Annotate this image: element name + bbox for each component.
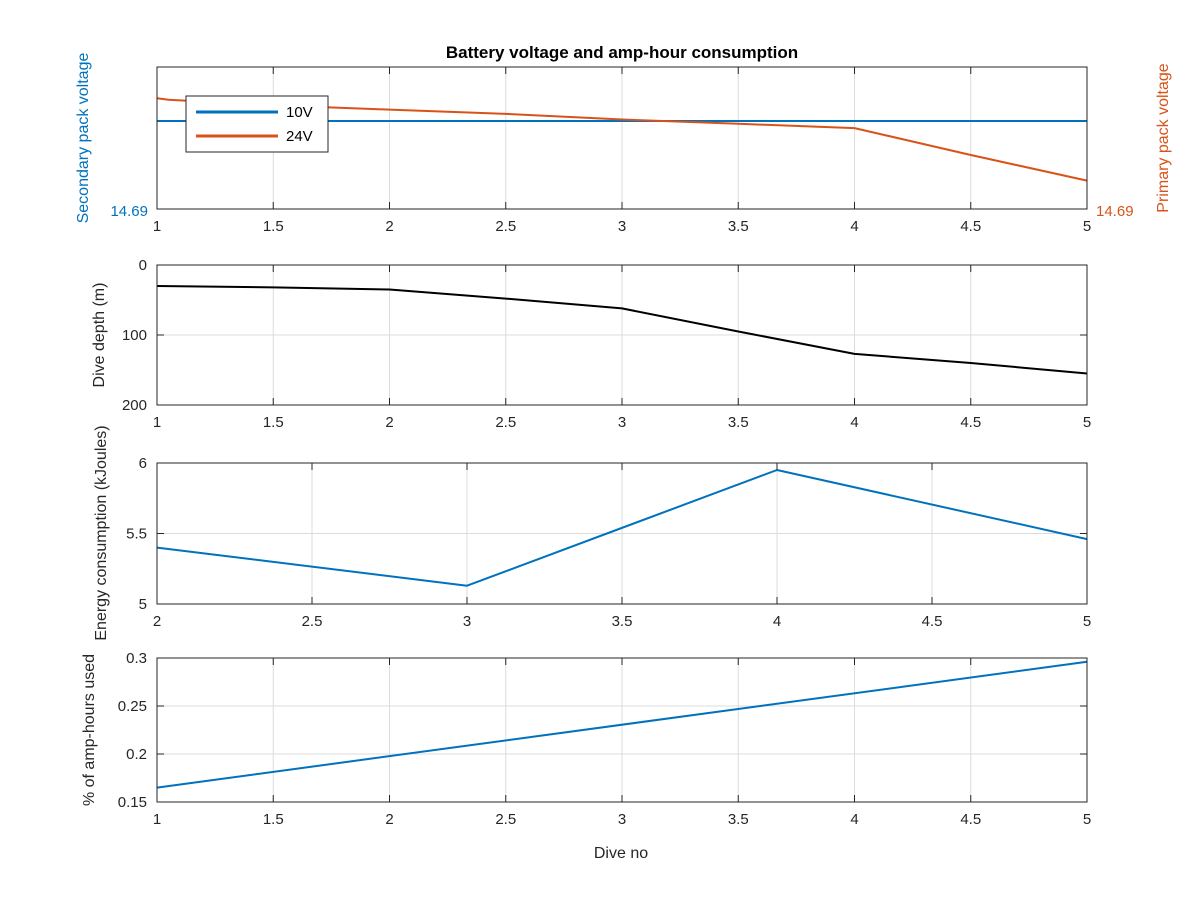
y-tick-label: 200: [122, 397, 147, 414]
x-tick-label: 1: [153, 414, 161, 431]
x-tick-label: 3.5: [728, 414, 749, 431]
y-tick-right: 14.69: [1096, 203, 1134, 220]
panel-dive-depth: 1 1.5 2 2.5 3 3.5 4 4.5 5 0 100 200 Dive depth (m): [91, 257, 1091, 431]
panel-2-grid: [157, 265, 1087, 405]
x-tick-label: 4.5: [960, 414, 981, 431]
legend-label-10v: 10V: [286, 104, 313, 121]
y-tick-label: 100: [122, 327, 147, 344]
x-tick-label: 3.5: [612, 613, 633, 630]
x-tick-label: 2.5: [495, 811, 516, 828]
y-tick-left: 14.69: [110, 203, 148, 220]
panel-3-grid: [157, 463, 1087, 604]
y-tick-label: 0.15: [118, 794, 147, 811]
x-tick-label: 5: [1083, 613, 1091, 630]
panel-2-x-ticks: 1 1.5 2 2.5 3 3.5 4 4.5 5: [153, 265, 1091, 431]
y-axis-label-amp-hours: % of amp-hours used: [81, 654, 98, 806]
x-tick-label: 5: [1083, 218, 1091, 235]
series-line-2-0: [156, 285, 1088, 375]
panel-1-x-ticks: 1 1.5 2 2.5 3 3.5 4 4.5 5: [153, 67, 1091, 235]
x-tick-label: 1.5: [263, 218, 284, 235]
legend: 10V 24V: [185, 95, 329, 153]
legend-box: [185, 95, 329, 153]
x-tick-label: 1.5: [263, 414, 284, 431]
x-tick-label: 4.5: [960, 218, 981, 235]
x-tick-label: 5: [1083, 414, 1091, 431]
x-tick-label: 2.5: [302, 613, 323, 630]
y-tick-label: 5.5: [126, 526, 147, 543]
series-line-3-0: [156, 469, 1088, 587]
panel-battery-voltage: 1 1.5 2 2.5 3 3.5 4 4.5 5 Battery voltage and am…: [75, 43, 1172, 235]
x-tick-label: 1.5: [263, 811, 284, 828]
x-tick-label: 4.5: [960, 811, 981, 828]
x-tick-label: 1: [153, 218, 161, 235]
x-axis-label: Dive no: [594, 845, 648, 862]
chart-title: Battery voltage and amp-hour consumption: [446, 43, 798, 62]
x-tick-label: 3.5: [728, 811, 749, 828]
y-tick-label: 0.3: [126, 650, 147, 667]
legend-label-24v: 24V: [286, 128, 313, 145]
x-tick-label: 2: [153, 613, 161, 630]
y-tick-label: 0.2: [126, 746, 147, 763]
x-tick-label: 2: [385, 811, 393, 828]
x-tick-label: 3: [618, 811, 626, 828]
panel-4-x-ticks: 1 1.5 2 2.5 3 3.5 4 4.5 5: [153, 658, 1091, 828]
y-axis-label-energy: Energy consumption (kJoules): [93, 425, 110, 640]
y-axis-label-right: Primary pack voltage: [1155, 63, 1172, 212]
panel-2-lines: [156, 285, 1088, 375]
x-tick-label: 2.5: [495, 414, 516, 431]
panel-3-y-ticks: 55.56: [126, 455, 1087, 613]
x-tick-label: 2.5: [495, 218, 516, 235]
x-tick-label: 4: [773, 613, 781, 630]
x-tick-label: 3: [463, 613, 471, 630]
x-tick-label: 1: [153, 811, 161, 828]
panel-2-y-ticks: 0 100 200: [122, 257, 1087, 414]
y-tick-label: 0: [139, 257, 147, 274]
y-tick-label: 6: [139, 455, 147, 472]
panel-4-lines: [156, 660, 1088, 789]
x-tick-label: 4: [850, 811, 858, 828]
x-tick-label: 4.5: [922, 613, 943, 630]
series-line-4-0: [156, 660, 1088, 789]
y-tick-label: 5: [139, 596, 147, 613]
panel-amp-hours: 1 1.5 2 2.5 3 3.5 4 4.5 5 0.15 0.2 0.25 0.3 % of am…: [81, 650, 1091, 862]
x-tick-label: 3: [618, 414, 626, 431]
panel-1-grid: [272, 67, 972, 209]
y-axis-label-left: Secondary pack voltage: [75, 53, 92, 224]
panel-3-lines: [156, 469, 1088, 587]
panel-energy-consumption: 2 2.5 3 3.5 4 4.5 5 55.56 Energy consumption (…: [93, 425, 1091, 640]
panel-4-grid: [157, 658, 1087, 802]
x-tick-label: 3: [618, 218, 626, 235]
x-tick-label: 2: [385, 414, 393, 431]
x-tick-label: 3.5: [728, 218, 749, 235]
x-tick-label: 5: [1083, 811, 1091, 828]
panel-3-x-ticks: 2 2.5 3 3.5 4 4.5 5: [153, 463, 1091, 630]
x-tick-label: 2: [385, 218, 393, 235]
panel-4-y-ticks: 0.15 0.2 0.25 0.3: [118, 650, 1087, 811]
x-tick-label: 4: [850, 218, 858, 235]
y-axis-label-dive-depth: Dive depth (m): [91, 283, 108, 388]
x-tick-label: 4: [850, 414, 858, 431]
y-tick-label: 0.25: [118, 698, 147, 715]
